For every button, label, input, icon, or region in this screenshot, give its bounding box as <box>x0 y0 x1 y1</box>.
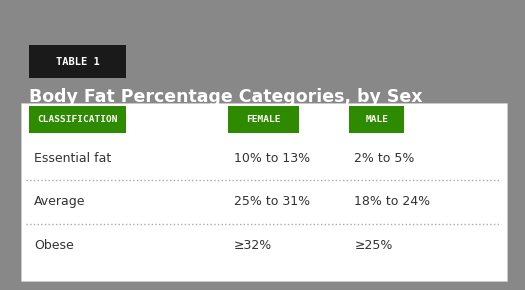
FancyBboxPatch shape <box>29 45 126 78</box>
Text: ≥32%: ≥32% <box>234 239 272 251</box>
Text: ≥25%: ≥25% <box>354 239 393 251</box>
Text: 2% to 5%: 2% to 5% <box>354 152 415 164</box>
FancyBboxPatch shape <box>21 103 507 281</box>
Text: 10% to 13%: 10% to 13% <box>234 152 310 164</box>
Text: Body Fat Percentage Categories, by Sex: Body Fat Percentage Categories, by Sex <box>29 88 423 106</box>
FancyBboxPatch shape <box>228 106 299 133</box>
FancyBboxPatch shape <box>29 106 126 133</box>
Text: FEMALE: FEMALE <box>247 115 281 124</box>
FancyBboxPatch shape <box>349 106 404 133</box>
Text: CLASSIFICATION: CLASSIFICATION <box>37 115 118 124</box>
Text: Obese: Obese <box>34 239 74 251</box>
Text: 18% to 24%: 18% to 24% <box>354 195 430 208</box>
Text: Essential fat: Essential fat <box>34 152 111 164</box>
Text: 25% to 31%: 25% to 31% <box>234 195 310 208</box>
Text: Average: Average <box>34 195 86 208</box>
Text: MALE: MALE <box>365 115 388 124</box>
Text: TABLE 1: TABLE 1 <box>56 57 99 67</box>
